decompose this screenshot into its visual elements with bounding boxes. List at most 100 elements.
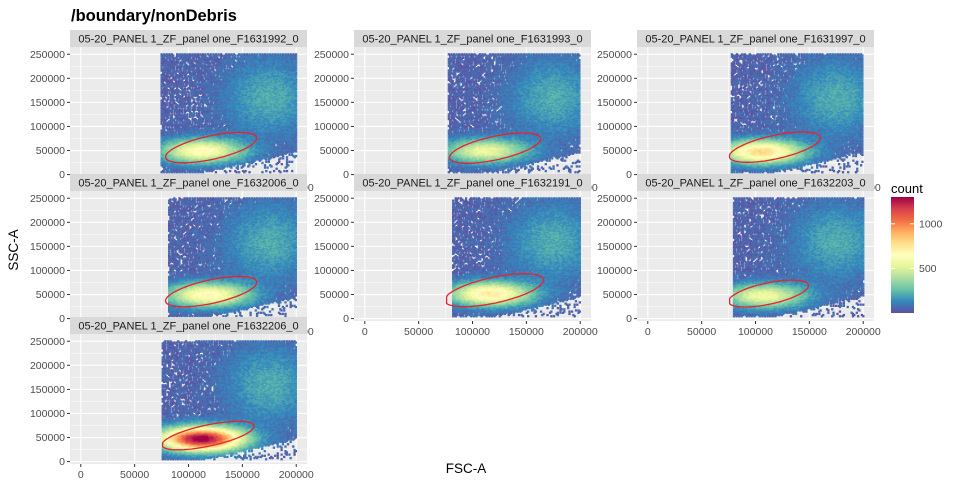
density-bin <box>210 100 214 103</box>
density-bin <box>234 121 237 124</box>
density-bin <box>292 115 295 118</box>
density-bin <box>163 94 166 98</box>
density-bin <box>239 95 242 99</box>
density-bin <box>177 142 180 145</box>
density-bin <box>260 107 263 110</box>
density-bin <box>191 85 194 88</box>
density-bin <box>185 72 188 76</box>
density-bin <box>183 53 187 56</box>
density-bin <box>274 136 277 139</box>
density-bin <box>265 107 268 110</box>
density-bin <box>194 117 197 121</box>
density-bin <box>252 93 255 96</box>
density-bin <box>291 61 294 64</box>
density-bin <box>280 61 283 64</box>
density-bin <box>266 94 269 98</box>
density-bin <box>272 75 276 78</box>
density-bin <box>232 164 236 167</box>
density-bin <box>260 153 263 157</box>
density-bin <box>196 147 199 151</box>
density-bin <box>239 146 242 150</box>
density-bin <box>267 158 271 161</box>
density-bin <box>195 130 198 133</box>
density-bin <box>178 171 181 174</box>
density-bin <box>279 83 282 86</box>
density-bin <box>244 132 247 136</box>
density-bin <box>258 97 262 100</box>
density-bin <box>292 55 295 58</box>
density-bin <box>175 136 179 139</box>
density-bin <box>219 106 223 109</box>
density-bin <box>222 74 225 77</box>
density-bin <box>209 104 212 107</box>
density-bin <box>213 56 216 59</box>
density-bin <box>239 75 242 78</box>
density-bin <box>182 153 185 157</box>
density-bin <box>182 98 185 101</box>
density-bin <box>219 147 223 151</box>
density-bin <box>275 153 278 157</box>
density-bin <box>190 135 193 138</box>
density-bin <box>208 61 211 64</box>
density-bin <box>169 167 172 170</box>
density-bin <box>216 167 219 170</box>
density-bin <box>194 60 197 63</box>
density-bin <box>195 77 198 80</box>
density-bin <box>281 104 285 107</box>
density-bin <box>178 62 181 65</box>
density-bin <box>177 162 180 166</box>
density-bin <box>225 53 228 56</box>
density-bin <box>258 138 262 142</box>
density-bin <box>240 83 243 86</box>
density-bin <box>241 169 245 173</box>
density-bin <box>219 166 223 169</box>
density-bin <box>278 151 281 154</box>
density-bin <box>240 138 243 142</box>
density-bin <box>244 61 247 64</box>
density-bin <box>265 56 268 59</box>
density-bin <box>225 122 228 125</box>
density-bin <box>287 99 290 102</box>
density-bin <box>238 90 241 93</box>
density-bin <box>216 107 219 110</box>
density-bin <box>271 90 274 93</box>
density-bin <box>283 139 286 143</box>
density-bin <box>287 127 290 130</box>
density-bin <box>161 169 165 173</box>
density-bin <box>275 65 278 69</box>
density-bin <box>221 65 224 69</box>
density-bin <box>260 156 263 159</box>
density-bin <box>261 80 264 84</box>
density-bin <box>294 127 298 130</box>
density-bin <box>195 165 198 168</box>
density-bin <box>208 132 211 136</box>
density-bin <box>195 89 198 92</box>
density-bin <box>254 121 258 124</box>
density-bin <box>218 65 221 69</box>
density-bin <box>219 152 223 155</box>
density-bin <box>272 128 276 131</box>
density-bin <box>228 65 232 69</box>
density-bin <box>186 154 189 158</box>
density-bin <box>205 56 209 59</box>
density-bin <box>230 97 233 100</box>
density-bin <box>279 62 282 65</box>
density-bin <box>269 60 272 63</box>
density-bin <box>160 131 163 135</box>
density-bin <box>172 105 175 108</box>
density-bin <box>187 70 190 73</box>
density-bin <box>210 61 214 64</box>
density-bin <box>221 137 224 140</box>
density-bin <box>207 99 210 102</box>
density-bin <box>183 80 187 84</box>
density-bin <box>195 128 198 131</box>
density-bin <box>238 76 241 79</box>
density-bin <box>225 150 228 153</box>
density-bin <box>221 112 224 115</box>
density-bin <box>199 166 202 169</box>
density-bin <box>221 160 224 163</box>
density-bin <box>284 145 287 148</box>
density-bin <box>236 91 240 94</box>
density-bin <box>267 91 271 94</box>
density-bin <box>164 130 167 133</box>
